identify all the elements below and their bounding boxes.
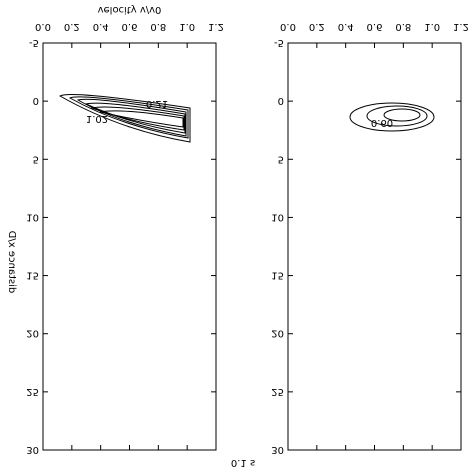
plot-frame	[42, 42, 217, 451]
y-tick-label: -5	[29, 37, 39, 48]
y-axis-label: distance x/D	[6, 230, 17, 293]
x-tick-label: 0.4	[338, 21, 354, 32]
x-tick-label: 0.8	[150, 21, 166, 32]
x-tick-label: 1.0	[179, 21, 195, 32]
x-tick-label: 0.6	[367, 21, 383, 32]
y-tick-label: 30	[26, 444, 39, 455]
contour-label: 1.02	[86, 113, 108, 124]
x-tick-label: 0.0	[280, 21, 296, 32]
x-axis-label: velocity v/v0	[98, 4, 162, 15]
contour-label: 0.60	[371, 117, 393, 128]
footer-label: 0.1 s	[231, 457, 255, 468]
y-tick-label: 25	[271, 386, 284, 397]
y-tick-label: -5	[274, 37, 284, 48]
y-tick-label: 30	[271, 444, 284, 455]
y-tick-label: 0	[278, 95, 284, 106]
x-tick-label: 0.8	[395, 21, 411, 32]
y-tick-label: 25	[26, 386, 39, 397]
x-tick-label: 0.2	[309, 21, 325, 32]
x-tick-label: 1.2	[453, 21, 469, 32]
y-tick-label: 0	[33, 95, 39, 106]
x-tick-label: 0.4	[93, 21, 109, 32]
y-tick-label: 15	[26, 270, 39, 281]
y-tick-label: 20	[271, 328, 284, 339]
y-tick-label: 5	[278, 153, 284, 164]
y-tick-label: 10	[26, 211, 39, 222]
y-tick-label: 15	[271, 270, 284, 281]
y-tick-label: 20	[26, 328, 39, 339]
x-tick-label: 1.2	[208, 21, 224, 32]
x-tick-label: 0.0	[35, 21, 51, 32]
contour-label: 0.21	[146, 98, 168, 109]
y-tick-label: 5	[33, 153, 39, 164]
contours	[59, 94, 435, 143]
x-tick-label: 0.2	[64, 21, 80, 32]
x-tick-label: 1.0	[424, 21, 440, 32]
y-tick-label: 10	[271, 211, 284, 222]
x-tick-label: 0.6	[122, 21, 138, 32]
